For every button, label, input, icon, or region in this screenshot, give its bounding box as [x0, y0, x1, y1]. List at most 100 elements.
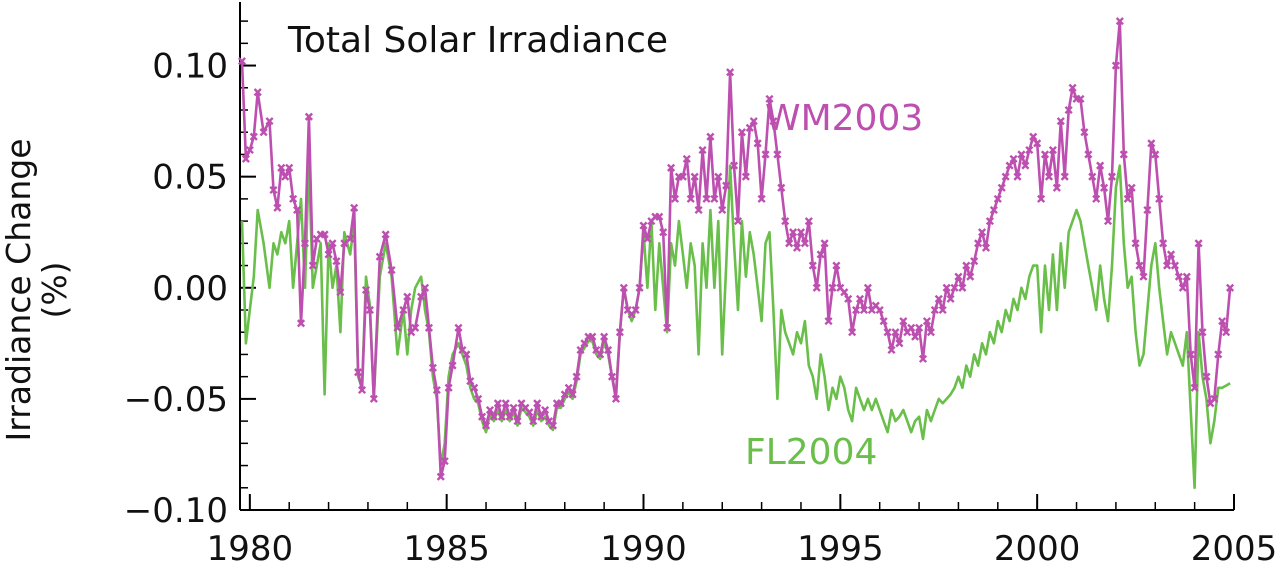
data-point — [324, 250, 333, 259]
data-point — [875, 305, 884, 315]
data-point — [1009, 154, 1018, 163]
marker-stroke — [753, 139, 762, 148]
data-point — [970, 257, 979, 266]
data-point — [328, 239, 337, 248]
marker-stroke — [737, 128, 746, 137]
data-point — [1123, 194, 1132, 203]
data-point — [568, 390, 577, 399]
data-point — [1186, 350, 1195, 359]
data-point — [1048, 145, 1057, 155]
data-point — [1076, 94, 1085, 103]
data-point — [796, 228, 806, 237]
marker-stroke — [489, 412, 498, 421]
marker-stroke — [915, 323, 924, 332]
data-point — [981, 243, 991, 252]
marker-stroke — [989, 205, 998, 215]
data-point — [444, 383, 453, 392]
data-point — [1013, 172, 1022, 181]
marker-stroke — [852, 305, 861, 315]
marker-stroke — [369, 394, 378, 403]
data-point — [525, 408, 534, 417]
data-point — [560, 390, 569, 399]
marker-stroke — [265, 117, 274, 126]
data-point — [1096, 161, 1105, 170]
marker-stroke — [741, 172, 750, 181]
marker-stroke — [1103, 217, 1113, 226]
marker-stroke — [678, 172, 687, 181]
marker-stroke — [1100, 183, 1109, 192]
data-point — [1119, 150, 1128, 159]
data-point — [285, 163, 294, 172]
data-point — [365, 305, 374, 315]
marker-stroke — [1163, 261, 1172, 270]
marker-stroke — [1115, 17, 1124, 26]
marker-stroke — [277, 163, 286, 172]
y-tick-label: −0.05 — [124, 380, 228, 420]
y-axis-title: Irradiance Change (%) — [0, 138, 74, 441]
marker-stroke — [623, 305, 632, 315]
marker-stroke — [1044, 172, 1054, 181]
marker-stroke — [568, 390, 577, 399]
data-point — [993, 194, 1002, 203]
marker-stroke — [1119, 150, 1128, 159]
data-point — [399, 305, 408, 315]
marker-stroke — [966, 272, 975, 281]
marker-stroke — [556, 399, 565, 408]
x-tick-label: 1995 — [797, 529, 884, 568]
y-tick-label: −0.10 — [124, 491, 228, 531]
marker-stroke — [428, 363, 437, 372]
marker-stroke — [1021, 161, 1030, 170]
data-point — [765, 94, 774, 103]
marker-stroke — [269, 185, 278, 195]
data-point — [245, 145, 254, 155]
data-point — [1218, 317, 1227, 326]
data-point — [848, 328, 857, 337]
marker-stroke — [631, 305, 640, 315]
marker-stroke — [702, 194, 711, 203]
marker-stroke — [993, 194, 1002, 203]
marker-stroke — [781, 217, 790, 226]
marker-stroke — [497, 412, 506, 421]
marker-stroke — [420, 283, 430, 292]
marker-stroke — [663, 323, 672, 332]
data-point — [580, 339, 589, 348]
marker-stroke — [1139, 272, 1148, 281]
data-point — [1226, 283, 1235, 292]
data-point — [541, 405, 550, 415]
data-point — [424, 323, 434, 332]
data-point — [417, 292, 426, 301]
marker-stroke — [883, 328, 892, 337]
marker-stroke — [1186, 350, 1195, 359]
data-point — [619, 283, 628, 292]
data-point — [572, 372, 581, 381]
marker-stroke — [424, 323, 434, 332]
marker-stroke — [962, 261, 971, 270]
marker-stroke — [332, 257, 341, 266]
data-point — [962, 261, 971, 270]
data-point — [1190, 383, 1199, 392]
marker-stroke — [440, 457, 449, 466]
data-point — [997, 183, 1006, 192]
data-point — [1001, 172, 1010, 181]
marker-stroke — [1159, 239, 1168, 248]
data-point — [611, 394, 620, 403]
series-label-wm2003: WM2003 — [765, 98, 923, 139]
data-point — [607, 372, 617, 381]
marker-stroke — [576, 345, 585, 355]
marker-stroke — [1210, 394, 1219, 403]
marker-stroke — [1013, 172, 1022, 181]
data-point — [1214, 350, 1223, 359]
marker-stroke — [375, 252, 384, 261]
marker-stroke — [1092, 194, 1101, 203]
marker-stroke — [981, 243, 991, 252]
marker-stroke — [399, 305, 408, 315]
data-point — [1056, 117, 1065, 126]
data-point — [1143, 205, 1152, 215]
marker-stroke — [478, 412, 487, 421]
data-point — [682, 154, 691, 163]
data-point — [635, 283, 644, 292]
marker-stroke — [592, 345, 601, 355]
marker-stroke — [808, 261, 817, 270]
data-point — [509, 403, 518, 412]
series-label-fl2004: FL2004 — [745, 432, 877, 473]
